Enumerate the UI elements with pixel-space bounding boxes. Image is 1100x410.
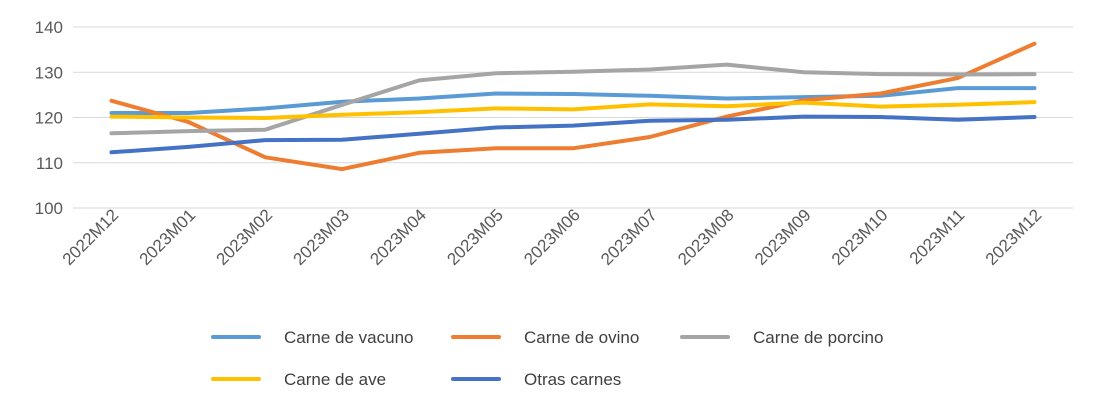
legend-item: Carne de porcino (680, 328, 883, 347)
x-tick-label: 2023M01 (136, 205, 200, 269)
legend-item: Carne de ovino (451, 328, 639, 347)
y-tick-label: 130 (35, 63, 63, 82)
y-tick-label: 140 (35, 18, 63, 37)
legend-label: Carne de vacuno (284, 328, 413, 347)
y-axis-tick-labels: 100 110 120 130 140 (35, 18, 63, 218)
series-line (109, 62, 1037, 136)
series-carne-de-ave (109, 100, 1037, 120)
legend-item: Carne de ave (211, 370, 386, 389)
x-tick-label: 2023M11 (906, 205, 969, 268)
series-lines (109, 41, 1037, 172)
x-tick-label: 2023M05 (443, 205, 507, 269)
x-tick-label: 2023M08 (674, 205, 738, 269)
x-tick-label: 2023M07 (597, 205, 661, 269)
x-tick-label: 2023M10 (828, 205, 892, 269)
y-tick-label: 100 (35, 199, 63, 218)
legend-label: Carne de porcino (753, 328, 883, 347)
legend-item: Carne de vacuno (211, 328, 413, 347)
legend-label: Otras carnes (524, 370, 621, 389)
x-tick-label: 2023M06 (520, 205, 584, 269)
x-tick-label: 2023M12 (982, 205, 1046, 269)
series-carne-de-vacuno (109, 86, 1037, 115)
x-axis-tick-labels: 2022M12 2023M01 2023M02 2023M03 2023M04 2023M… (59, 205, 1046, 269)
x-tick-label: 2023M03 (289, 205, 353, 269)
x-tick-label: 2023M09 (751, 205, 815, 269)
y-tick-label: 120 (35, 109, 63, 128)
legend-label: Carne de ovino (524, 328, 639, 347)
x-tick-label: 2022M12 (59, 205, 123, 269)
legend-item: Otras carnes (451, 370, 621, 389)
series-otras-carnes (109, 114, 1037, 155)
legend-label: Carne de ave (284, 370, 386, 389)
series-carne-de-ovino (109, 41, 1037, 172)
y-tick-label: 110 (36, 154, 63, 173)
x-tick-label: 2023M04 (366, 205, 430, 269)
series-carne-de-porcino (109, 62, 1037, 136)
x-tick-label: 2023M02 (213, 205, 277, 269)
legend: Carne de vacuno Carne de ovino Carne de po… (211, 328, 883, 389)
